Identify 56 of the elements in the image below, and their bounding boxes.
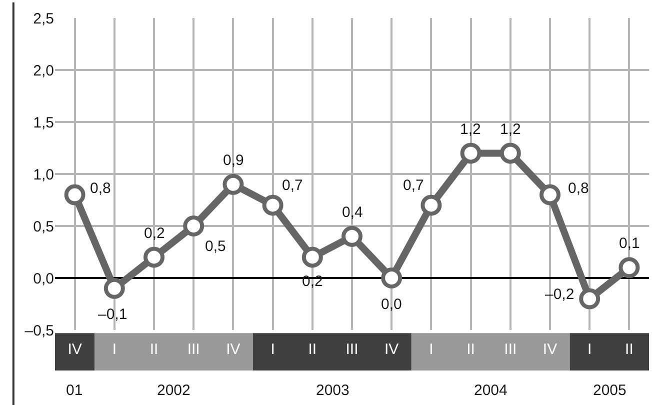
text: 2003 [316, 382, 350, 399]
point [540, 184, 560, 206]
x-tick-label: I [429, 341, 434, 358]
x-tick-label: I [588, 341, 592, 358]
point [342, 226, 362, 247]
y-tick-label: 2,5 [33, 10, 54, 28]
text: –0,2 [545, 286, 574, 303]
y-tick-label: 1,5 [33, 114, 54, 132]
text: 0,7 [282, 177, 303, 194]
x-tick-label: II [150, 341, 158, 358]
text: 2002 [157, 382, 190, 399]
point [420, 194, 442, 216]
text: –0,1 [98, 306, 128, 323]
x-tick-label: II [625, 341, 634, 358]
point [579, 288, 600, 310]
x-tick-label: III [346, 341, 358, 358]
text: 0,9 [223, 152, 244, 169]
text: 0,4 [342, 204, 363, 221]
x-tick-label: III [187, 341, 200, 358]
x-tick-label: II [466, 341, 475, 358]
text: 0,8 [568, 180, 589, 197]
x-tick-label: IV [226, 341, 240, 358]
x-tick-label: II [308, 341, 317, 358]
text: 0,8 [90, 180, 111, 197]
text: 2004 [474, 382, 508, 399]
point [222, 174, 244, 195]
y-tick-label: 0,0 [33, 270, 54, 288]
y-tick-label: 1,0 [33, 166, 54, 184]
x-tick-label: III [504, 341, 517, 358]
y-tick-label: 2,0 [33, 62, 54, 80]
point [381, 268, 402, 288]
text: 01 [66, 382, 83, 399]
text: 0,2 [144, 225, 165, 242]
text: 1,2 [500, 121, 521, 138]
point [460, 142, 482, 164]
x-tick-label: I [270, 341, 275, 358]
point [500, 142, 521, 164]
x-tick-label: IV [68, 341, 82, 358]
point [104, 278, 125, 299]
point [64, 184, 86, 206]
x-tick-label: IV [542, 341, 558, 358]
y-tick-label: 0,5 [33, 218, 54, 236]
point [618, 257, 640, 278]
text: 0,0 [381, 296, 402, 313]
point [262, 194, 284, 216]
text: 0,1 [619, 235, 640, 252]
x-tick-label: IV [384, 341, 399, 358]
point [302, 246, 323, 268]
point [183, 216, 204, 236]
point [144, 246, 164, 268]
text: 2005 [593, 382, 626, 399]
text: 0,7 [403, 177, 424, 194]
text: 1,2 [460, 121, 481, 138]
text: 0,5 [205, 238, 226, 255]
x-tick-label: I [112, 341, 116, 358]
y-tick-label: –0,5 [24, 322, 54, 340]
